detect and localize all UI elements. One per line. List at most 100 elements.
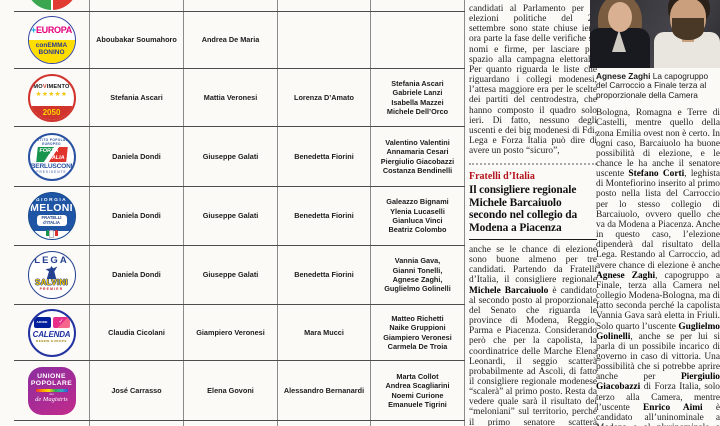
- candidate-cell: Valentino Valentini Annamaria Cesari Pie…: [370, 127, 465, 186]
- fi-flag-italia: ITALIA: [46, 154, 65, 161]
- lega-logo: LEGA SALVINI PREMIER: [14, 246, 89, 304]
- candidate-cell: Vannia Gava, Gianni Tonelli, Agnese Zagh…: [370, 246, 465, 304]
- candidate-cell: Mara Mucci: [277, 305, 370, 360]
- candidates-table: +EUROPA conEMMA BONINO Aboubakar Soumaho…: [14, 0, 465, 426]
- azione-pills: AZIONE ✓: [30, 316, 74, 328]
- candidate-cell: Marta Collot Andrea Scagliarini Noemi Cu…: [370, 361, 465, 420]
- article-paragraph: candidati al Parlamento per le elezioni …: [469, 4, 597, 157]
- fi-presidente: PRESIDENTE: [36, 169, 67, 174]
- candidate-cell: Benedetta Fiorini: [277, 187, 370, 245]
- up-demagistris: de Magistris: [35, 396, 68, 403]
- azione-logo-circle: AZIONE ✓ CALENDA RENEW EUROPE: [27, 308, 76, 357]
- table-row-lega: LEGA SALVINI PREMIER Daniela Dondi Giuse…: [14, 246, 465, 305]
- article-column-1: candidati al Parlamento per le elezioni …: [469, 4, 597, 426]
- candidate-cell: Stefania Ascari: [89, 69, 183, 126]
- candidate-cell: José Carrasso: [89, 361, 183, 420]
- m5s-logo-circle: MOVIMENTO ★★★★★ 2050: [27, 73, 76, 122]
- table-row-avs: [14, 0, 465, 12]
- candidate-cell: Stefania Ascari Gabriele Lanzi Isabella …: [370, 69, 465, 126]
- candidate-cell: Andrea De Maria: [183, 12, 277, 68]
- article-text: Bologna, Romagna e Terre di Castelli, me…: [596, 108, 720, 426]
- up-con: con: [49, 392, 54, 396]
- piu-europa-logo-circle: +EUROPA conEMMA BONINO: [27, 16, 76, 64]
- m5s-logo: MOVIMENTO ★★★★★ 2050: [14, 69, 89, 126]
- section-kicker: Fratelli d’Italia: [469, 171, 535, 183]
- m5s-pre: MO: [33, 83, 43, 90]
- italia-viva-pill: ✓: [52, 316, 70, 328]
- europa-wordmark: +EUROPA: [29, 25, 75, 35]
- article-column-2: Agnese Zaghi La capogruppo del Carroccio…: [596, 71, 720, 426]
- woman-face: [608, 2, 632, 32]
- europa-sub2: BONINO: [38, 49, 65, 57]
- fdi-meloni-logo: GIORGIA MELONI FRATELLI d'ITALIA: [14, 187, 89, 245]
- rainbow-stripe-icon: [35, 389, 68, 392]
- knight-icon: [45, 266, 58, 279]
- table-row-forza-italia: PARTITO POPOLARE EUROPEO FORZA ITALIA BE…: [14, 127, 465, 187]
- azione-logo: AZIONE ✓ CALENDA RENEW EUROPE: [14, 305, 89, 360]
- m5s-post: IMENTO: [46, 83, 70, 90]
- avs-logo: [14, 0, 89, 11]
- europa-name: EUROPA: [35, 25, 72, 35]
- candidate-cell: [370, 12, 465, 68]
- azione-calenda: CALENDA: [32, 329, 71, 339]
- candidate-cell: Daniela Dondi: [89, 127, 183, 186]
- unione-popolare-logo: UNIONE POPOLARE con de Magistris: [14, 361, 89, 420]
- table-row-m5s: MOVIMENTO ★★★★★ 2050 Stefania Ascari Mat…: [14, 69, 465, 127]
- candidate-cell: Mattia Veronesi: [183, 69, 277, 126]
- piu-europa-logo: +EUROPA conEMMA BONINO: [14, 12, 89, 68]
- candidate-cell: Giuseppe Galati: [183, 187, 277, 245]
- fi-berlusconi: BERLUSCONI: [30, 162, 73, 170]
- table-row-fratelli-ditalia: GIORGIA MELONI FRATELLI d'ITALIA Daniela…: [14, 187, 465, 246]
- dotted-divider: [469, 163, 597, 166]
- candidate-cell: Alessandro Bernanardi: [277, 361, 370, 420]
- candidate-cell: Lorenza D’Amato: [277, 69, 370, 126]
- azione-renew: RENEW EUROPE: [36, 338, 67, 343]
- article-paragraph: Bologna, Romagna e Terre di Castelli, me…: [596, 108, 720, 426]
- emma-bonino-band: conEMMA BONINO: [28, 40, 75, 63]
- candidate-cell: Giuseppe Galati: [183, 127, 277, 186]
- candidate-cell: Elena Govoni: [183, 361, 277, 420]
- fi-arc-text: PARTITO POPOLARE EUROPEO: [32, 137, 71, 146]
- article-paragraph: anche se le chance di elezione sono buon…: [469, 244, 597, 426]
- azione-pill: AZIONE: [33, 316, 51, 328]
- up-line2: POPOLARE: [30, 380, 73, 387]
- lega-premier: PREMIER: [39, 287, 64, 291]
- photo-agnese-zaghi: [590, 0, 720, 68]
- candidate-cell: Benedetta Fiorini: [277, 246, 370, 304]
- lega-wordmark: LEGA: [34, 255, 69, 266]
- fdi-giorgia: GIORGIA: [35, 198, 68, 203]
- candidate-cell: [89, 0, 183, 11]
- candidate-cell: Claudia Cicolani: [89, 305, 183, 360]
- article-headline: Il consigliere regionale Michele Barcaiu…: [469, 184, 578, 234]
- candidate-cell: Aboubakar Soumahoro: [89, 12, 183, 68]
- candidate-cell: Daniela Dondi: [89, 187, 183, 245]
- fdi-logo-circle: GIORGIA MELONI FRATELLI d'ITALIA: [27, 192, 76, 240]
- candidate-cell: Benedetta Fiorini: [277, 127, 370, 186]
- table-row-unione-popolare: UNIONE POPOLARE con de Magistris José Ca…: [14, 361, 465, 421]
- candidate-cell: Galeazzo Bignami Ylenia Lucaselli Gianlu…: [370, 187, 465, 245]
- lega-logo-circle: LEGA SALVINI PREMIER: [27, 251, 76, 299]
- candidate-cell: [277, 0, 370, 11]
- up-line1: UNIONE: [37, 372, 66, 380]
- table-row-partial: [14, 421, 465, 426]
- m5s-year-band: 2050: [29, 106, 74, 120]
- candidate-cell: [277, 12, 370, 68]
- photo-caption: Agnese Zaghi La capogruppo del Carroccio…: [596, 71, 709, 100]
- candidate-cell: Matteo Richetti Naike Gruppioni Giampier…: [370, 305, 465, 360]
- fi-logo-circle: PARTITO POPOLARE EUROPEO FORZA ITALIA BE…: [27, 132, 76, 181]
- candidate-cell: Giuseppe Galati: [183, 246, 277, 304]
- candidate-cell: Daniela Dondi: [89, 246, 183, 304]
- tricolor-flame-icon: [45, 230, 58, 238]
- europa-sub1: conEMMA: [35, 42, 68, 50]
- fi-flag-forza: FORZA: [38, 147, 59, 154]
- fi-flag: FORZA ITALIA: [35, 146, 68, 162]
- fdi-box1: FRATELLI: [41, 215, 62, 220]
- table-row-piu-europa: +EUROPA conEMMA BONINO Aboubakar Soumaho…: [14, 12, 465, 69]
- table-row-azione: AZIONE ✓ CALENDA RENEW EUROPE Claudia Ci…: [14, 305, 465, 361]
- five-stars-icon: ★★★★★: [35, 89, 68, 98]
- europa-plus: +: [30, 25, 36, 35]
- lega-salvini: SALVINI: [34, 278, 69, 287]
- candidate-cell: [370, 0, 465, 11]
- m5s-v: V: [42, 83, 47, 90]
